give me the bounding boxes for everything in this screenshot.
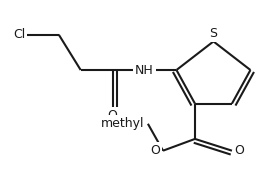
Text: methyl: methyl [101,117,145,130]
Text: O: O [108,109,117,122]
Text: O: O [235,144,244,157]
Text: Cl: Cl [13,28,25,41]
Text: O: O [150,144,160,157]
Text: NH: NH [135,64,154,76]
Text: S: S [210,27,217,40]
